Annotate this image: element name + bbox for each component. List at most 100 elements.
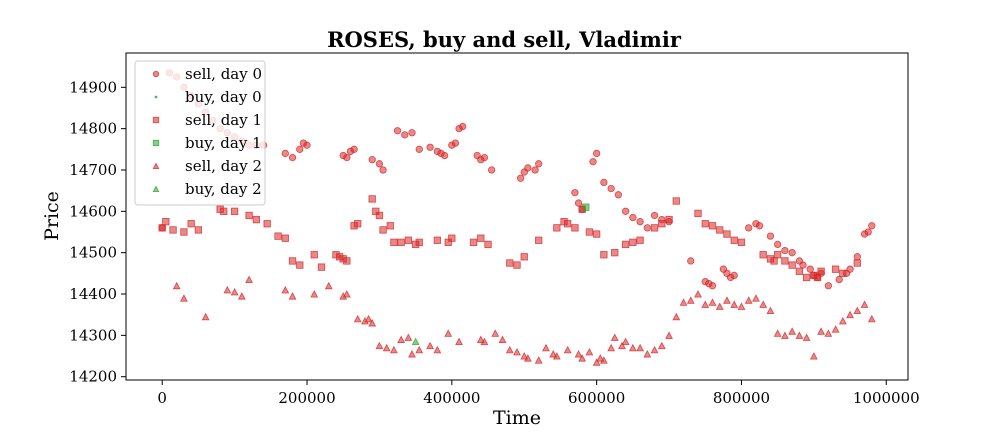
data-point (317, 263, 326, 271)
data-point (368, 195, 376, 203)
data-point (535, 160, 543, 168)
x-tick-label: 1000000 (853, 389, 920, 407)
data-point (375, 160, 384, 168)
data-point (448, 234, 456, 242)
data-point (252, 215, 260, 224)
series-5 (411, 337, 420, 346)
legend-item: sell, day 1 (152, 111, 262, 129)
data-point (824, 282, 833, 290)
data-point (353, 314, 362, 323)
data-point (563, 345, 572, 354)
data-point (679, 298, 688, 306)
data-point (408, 350, 416, 358)
data-point (455, 337, 463, 346)
data-point (237, 292, 246, 300)
data-point (382, 343, 391, 352)
data-point (817, 327, 826, 335)
data-point (488, 166, 496, 174)
data-point (759, 251, 767, 259)
y-tick-label: 14900 (69, 78, 117, 96)
data-point (230, 207, 239, 215)
data-point (585, 228, 594, 236)
plot-marks (158, 69, 876, 366)
data-point (343, 257, 351, 265)
data-point (650, 211, 659, 220)
plot-frame (125, 52, 909, 381)
data-point (386, 222, 394, 230)
data-point (650, 345, 659, 354)
legend-marker (152, 185, 160, 193)
data-point (393, 127, 402, 135)
data-point (180, 228, 188, 236)
data-point (524, 164, 532, 172)
y-tick-label: 14700 (69, 161, 117, 179)
data-point (694, 209, 702, 218)
data-point (498, 335, 507, 343)
data-point (459, 122, 467, 131)
data-point (860, 300, 869, 308)
data-point (817, 267, 825, 275)
x-tick-label: 400000 (423, 389, 480, 407)
data-point (672, 197, 680, 205)
data-point (708, 222, 717, 230)
data-point (802, 273, 811, 282)
data-point (263, 220, 271, 228)
data-point (245, 275, 254, 284)
legend-box (134, 60, 266, 206)
data-point (716, 226, 724, 234)
data-point (172, 281, 181, 290)
data-point (582, 203, 590, 211)
y-tick-label: 14400 (69, 285, 117, 303)
data-point (799, 261, 807, 269)
data-point (759, 300, 768, 308)
data-point (404, 333, 413, 341)
data-point (484, 240, 492, 249)
data-point (158, 224, 166, 232)
data-point (379, 166, 387, 174)
data-point (552, 352, 561, 360)
data-point (701, 220, 709, 228)
data-point (708, 282, 717, 290)
data-point (415, 145, 423, 153)
data-point (770, 257, 778, 265)
data-point (824, 329, 833, 337)
data-point (364, 314, 373, 323)
data-point (281, 285, 290, 294)
legend-label: buy, day 1 (185, 134, 262, 152)
data-point (781, 246, 789, 255)
data-point (774, 240, 782, 249)
y-axis: 14200 14300 14400 14500 14600 14700 14800 14900 (69, 78, 126, 386)
data-point (505, 345, 514, 354)
data-point (607, 343, 616, 352)
data-point (846, 265, 854, 273)
data-point (813, 273, 822, 282)
data-point (846, 310, 854, 319)
legend-item: buy, day 0 (154, 88, 262, 106)
data-point (520, 253, 528, 261)
data-point (513, 347, 521, 356)
data-point (245, 211, 253, 220)
data-point (230, 287, 239, 296)
legend-label: buy, day 0 (185, 88, 262, 106)
data-point (531, 166, 539, 174)
data-point (592, 230, 601, 238)
data-point (599, 356, 608, 364)
data-point (368, 319, 377, 327)
data-point (636, 236, 644, 244)
data-point (723, 296, 731, 304)
data-point (350, 145, 358, 153)
data-point (665, 331, 673, 339)
legend-marker (154, 95, 158, 99)
data-point (288, 292, 297, 300)
data-point (578, 354, 587, 362)
data-point (506, 259, 514, 267)
data-point (516, 174, 525, 182)
data-point (621, 207, 630, 215)
data-point (476, 335, 485, 343)
data-point (629, 238, 637, 246)
data-point (549, 350, 558, 358)
data-point (404, 236, 413, 244)
data-point (368, 156, 376, 164)
data-point (610, 333, 619, 341)
